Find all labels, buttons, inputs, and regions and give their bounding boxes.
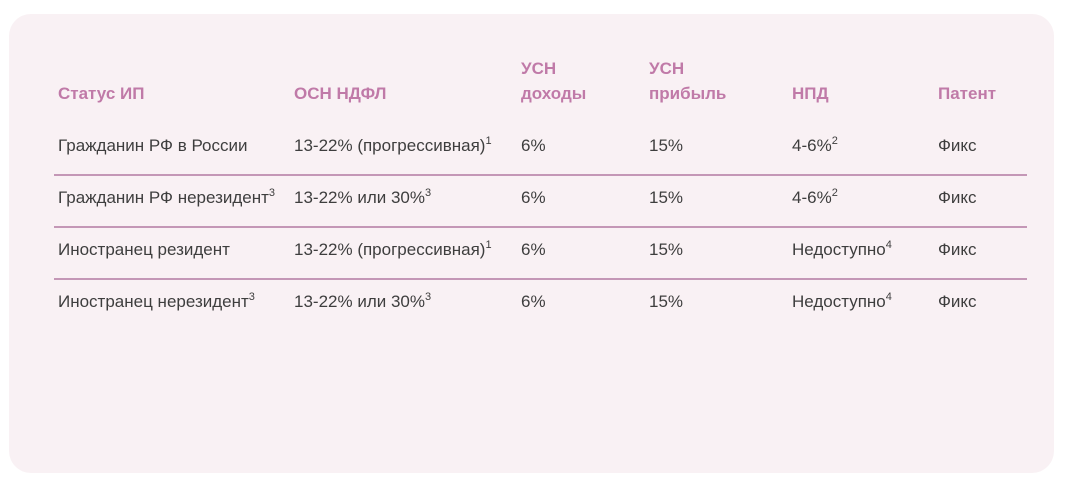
footnote-marker: 3 — [268, 186, 276, 199]
cell-osn: 13-22% или 30%3 — [290, 174, 517, 227]
cell-npd-text: Недоступно — [792, 240, 886, 259]
table-row: Гражданин РФ нерезидент3 13-22% или 30%3 6… — [54, 174, 1027, 227]
table-row: Гражданин РФ в России 13-22% (прогрессивн… — [54, 124, 1027, 175]
cell-usn-profit: 15% — [645, 174, 788, 227]
footnote-marker: 4 — [885, 238, 892, 251]
table-row: Иностранец нерезидент3 13-22% или 30%3 6% 1… — [54, 278, 1027, 330]
cell-osn-text: 13-22% (прогрессивная) — [294, 136, 486, 155]
footnote-marker: 3 — [424, 186, 432, 199]
cell-usn-profit-text: 15% — [649, 188, 684, 207]
cell-npd-text: 4-6% — [792, 136, 832, 155]
cell-usn-profit: 15% — [645, 226, 788, 279]
cell-patent-text: Фикс — [938, 292, 977, 311]
cell-patent: Фикс — [934, 124, 1027, 175]
cell-npd: Недоступно4 — [788, 278, 934, 330]
cell-status: Иностранец резидент — [54, 226, 290, 279]
header-usn-profit: УСН прибыль — [649, 59, 727, 103]
cell-npd: 4-6%2 — [788, 124, 934, 175]
footnote-marker: 1 — [485, 238, 492, 251]
cell-status-text: Гражданин РФ нерезидент — [58, 188, 269, 207]
cell-usn-profit-text: 15% — [649, 292, 684, 311]
cell-osn: 13-22% (прогрессивная)1 — [290, 226, 517, 279]
cell-status: Гражданин РФ в России — [54, 124, 290, 175]
cell-status: Иностранец нерезидент3 — [54, 278, 290, 330]
footnote-marker: 4 — [885, 290, 892, 303]
cell-usn-profit: 15% — [645, 278, 788, 330]
cell-patent-text: Фикс — [938, 136, 977, 155]
cell-usn-profit-text: 15% — [649, 136, 684, 155]
cell-osn-text: 13-22% или 30% — [294, 292, 425, 311]
cell-status: Гражданин РФ нерезидент3 — [54, 174, 290, 227]
cell-usn-income-text: 6% — [521, 240, 546, 259]
footnote-marker: 1 — [485, 134, 492, 147]
table-header: Статус ИП ОСН НДФЛ УСН доходы УСН прибыль … — [54, 56, 1027, 124]
cell-osn-text: 13-22% или 30% — [294, 188, 425, 207]
cell-npd: Недоступно4 — [788, 226, 934, 279]
cell-usn-income-text: 6% — [521, 188, 546, 207]
cell-osn: 13-22% или 30%3 — [290, 278, 517, 330]
cell-usn-income: 6% — [517, 174, 645, 227]
footnote-marker: 3 — [424, 290, 432, 303]
cell-usn-profit: 15% — [645, 124, 788, 175]
footnote-marker: 2 — [831, 134, 838, 147]
header-npd: НПД — [792, 84, 829, 103]
tax-regimes-table: Статус ИП ОСН НДФЛ УСН доходы УСН прибыль … — [54, 56, 1027, 330]
header-osn: ОСН НДФЛ — [294, 84, 387, 103]
cell-usn-income-text: 6% — [521, 136, 546, 155]
tax-regimes-card: Статус ИП ОСН НДФЛ УСН доходы УСН прибыль … — [9, 14, 1054, 473]
footnote-marker: 2 — [831, 186, 838, 199]
cell-patent-text: Фикс — [938, 188, 977, 207]
table-row: Иностранец резидент 13-22% (прогрессивная… — [54, 226, 1027, 279]
cell-usn-income-text: 6% — [521, 292, 546, 311]
cell-usn-income: 6% — [517, 278, 645, 330]
cell-status-text: Иностранец резидент — [58, 240, 230, 259]
cell-patent: Фикс — [934, 278, 1027, 330]
cell-npd-text: 4-6% — [792, 188, 832, 207]
cell-patent: Фикс — [934, 226, 1027, 279]
cell-status-text: Гражданин РФ в России — [58, 136, 248, 155]
cell-usn-profit-text: 15% — [649, 240, 684, 259]
cell-usn-income: 6% — [517, 226, 645, 279]
cell-patent: Фикс — [934, 174, 1027, 227]
cell-npd: 4-6%2 — [788, 174, 934, 227]
table-body: Гражданин РФ в России 13-22% (прогрессивн… — [54, 124, 1027, 330]
header-status: Статус ИП — [58, 84, 145, 103]
cell-usn-income: 6% — [517, 124, 645, 175]
header-usn-income: УСН доходы — [521, 59, 587, 103]
cell-osn-text: 13-22% (прогрессивная) — [294, 240, 486, 259]
cell-npd-text: Недоступно — [792, 292, 886, 311]
cell-status-text: Иностранец нерезидент — [58, 292, 249, 311]
cell-patent-text: Фикс — [938, 240, 977, 259]
footnote-marker: 3 — [248, 290, 255, 303]
cell-osn: 13-22% (прогрессивная)1 — [290, 124, 517, 175]
header-patent: Патент — [938, 84, 997, 103]
